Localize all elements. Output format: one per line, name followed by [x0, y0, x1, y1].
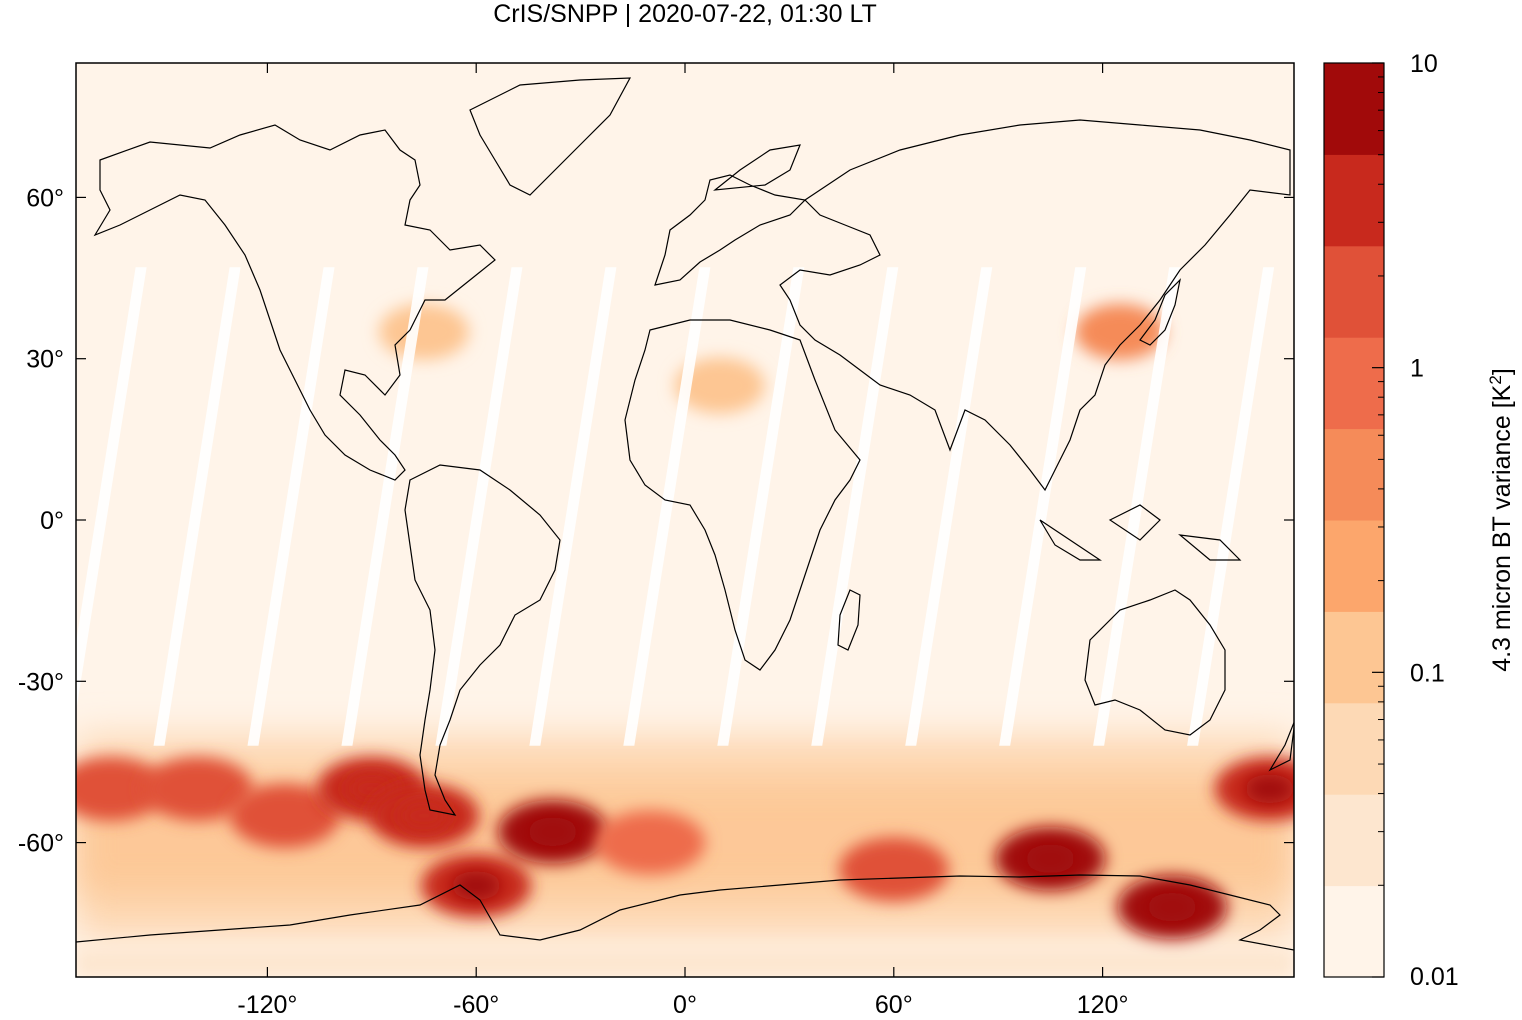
colorbar-tick-label: 10: [1410, 50, 1438, 78]
swath-gap: [247, 267, 335, 746]
colorbar-level: [1324, 611, 1384, 704]
variance-hotspots: [76, 303, 1294, 940]
colorbar-label-suffix: ]: [1488, 368, 1516, 375]
swath-gap: [623, 267, 711, 746]
x-tick-label: 60°: [875, 991, 913, 1019]
coastline-antarctica: [76, 874, 1294, 951]
swath-gap: [811, 267, 899, 746]
variance-hotspot: [142, 756, 253, 821]
variance-hotspot: [1075, 303, 1165, 360]
swath-gap: [76, 267, 147, 712]
variance-hotspot-core: [399, 801, 449, 831]
variance-hotspot: [674, 357, 765, 414]
x-tick-label: 0°: [673, 991, 697, 1019]
colorbar-tick-label: 0.01: [1410, 963, 1459, 991]
swath-gap: [341, 267, 429, 746]
coastline-indonesia: [1039, 504, 1242, 561]
y-axis: 60° 30° 0° -30° -60°: [18, 184, 1294, 858]
x-tick-label: 120°: [1077, 991, 1129, 1019]
colorbar-tick-label: 0.1: [1410, 659, 1445, 687]
x-tick-label: -120°: [237, 991, 297, 1019]
coastline-africa: [624, 319, 861, 671]
coastline-madagascar: [837, 589, 861, 651]
swath-gap: [999, 267, 1087, 746]
swath-gap: [529, 267, 617, 746]
variance-hotspot-core: [1147, 892, 1197, 922]
swath-gap: [1187, 267, 1275, 746]
colorbar-tick-label: 1: [1410, 355, 1424, 383]
y-tick-label: 30°: [26, 346, 64, 374]
y-tick-label: -60°: [18, 830, 64, 858]
chart-title: CrIS/SNPP | 2020-07-22, 01:30 LT: [493, 0, 877, 28]
variance-hotspot: [595, 810, 706, 875]
colorbar-ticks: 10 1 0.1 0.01: [1372, 50, 1459, 991]
colorbar-level: [1324, 794, 1384, 887]
swath-gap: [153, 267, 241, 746]
coastline-south-america: [404, 464, 561, 816]
colorbar-level: [1324, 702, 1384, 795]
y-tick-label: 60°: [26, 184, 64, 212]
colorbar-level: [1324, 154, 1384, 247]
map-plot-area: [76, 63, 1294, 977]
colorbar-levels: [1324, 63, 1384, 978]
coastlines: [76, 77, 1294, 951]
colorbar-level: [1324, 885, 1384, 978]
colorbar-label-superscript: 2: [1486, 375, 1505, 384]
colorbar-frame: [1323, 62, 1385, 978]
colorbar-level: [1324, 245, 1384, 338]
variance-hotspot: [838, 837, 949, 902]
variance-hotspot-core: [528, 817, 578, 847]
colorbar-label: 4.3 micron BT variance [K2]: [1486, 368, 1516, 672]
x-axis: -120° -60° 0° 60° 120°: [237, 63, 1128, 1019]
colorbar-level: [1324, 428, 1384, 521]
swath-gap: [717, 267, 805, 746]
y-tick-label: -30°: [18, 668, 64, 696]
variance-hotspot-core: [1244, 774, 1294, 804]
coastline-north-america: [93, 124, 496, 481]
coastline-greenland: [469, 77, 632, 196]
coastline-new-zealand: [1268, 720, 1294, 772]
variance-hotspot: [379, 303, 469, 360]
coastline-asia: [779, 119, 1291, 492]
variance-hotspot: [229, 783, 340, 848]
swath-gap: [905, 267, 993, 746]
coastline-japan: [1139, 278, 1181, 346]
colorbar: 10 1 0.1 0.01 4.3 micron BT variance [K2]: [1323, 50, 1516, 991]
colorbar-label-main: 4.3 micron BT variance [K: [1488, 384, 1516, 671]
colorbar-level: [1324, 520, 1384, 612]
variance-hotspot: [76, 756, 166, 821]
swath-gap: [435, 267, 523, 746]
coastline-australia: [1084, 589, 1226, 736]
colorbar-level: [1324, 337, 1384, 430]
coastline-europe: [654, 144, 807, 286]
colorbar-level: [1324, 63, 1384, 155]
variance-hotspot-core: [451, 871, 501, 900]
x-tick-label: -60°: [453, 991, 499, 1019]
variance-hotspot-core: [1025, 844, 1076, 874]
y-tick-label: 0°: [40, 507, 64, 535]
